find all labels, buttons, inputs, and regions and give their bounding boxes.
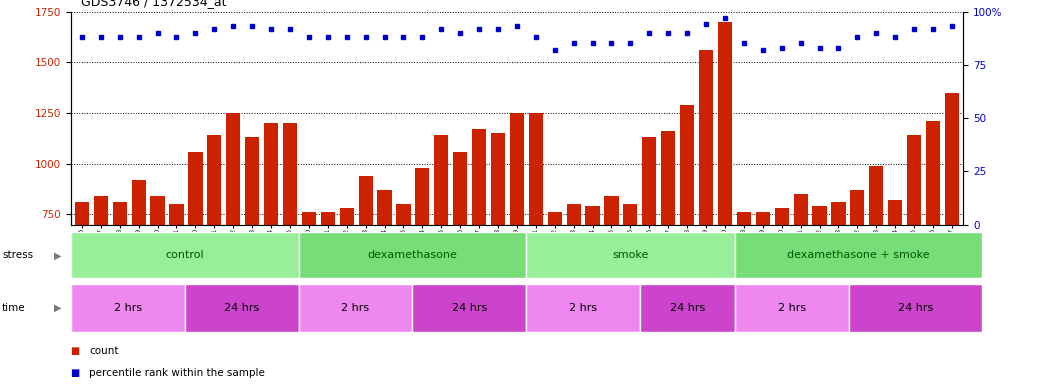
Bar — [208, 135, 221, 367]
Text: ▶: ▶ — [54, 303, 61, 313]
Bar — [71, 232, 299, 278]
Bar — [661, 131, 676, 367]
Text: time: time — [2, 303, 26, 313]
Bar — [491, 133, 506, 367]
Bar — [93, 196, 108, 367]
Text: 2 hrs: 2 hrs — [778, 303, 807, 313]
Bar — [699, 50, 713, 367]
Text: 24 hrs: 24 hrs — [671, 303, 706, 313]
Bar — [831, 202, 846, 367]
Bar — [151, 196, 165, 367]
Bar — [528, 113, 543, 367]
Bar — [226, 113, 241, 367]
Bar — [718, 22, 732, 367]
Bar — [735, 284, 849, 332]
Bar — [339, 209, 354, 367]
Bar — [283, 123, 297, 367]
Bar — [526, 232, 735, 278]
Bar — [415, 168, 430, 367]
Text: 2 hrs: 2 hrs — [569, 303, 598, 313]
Bar — [71, 284, 185, 332]
Text: control: control — [165, 250, 203, 260]
Bar — [945, 93, 959, 367]
Bar — [358, 176, 373, 367]
Bar — [185, 284, 299, 332]
Bar — [926, 121, 940, 367]
Bar — [132, 180, 145, 367]
Bar — [113, 202, 127, 367]
Text: dexamethasone: dexamethasone — [367, 250, 458, 260]
Bar — [299, 232, 526, 278]
Bar — [643, 137, 656, 367]
Text: 2 hrs: 2 hrs — [113, 303, 141, 313]
Bar — [397, 204, 411, 367]
Bar — [737, 212, 750, 367]
Bar — [454, 152, 467, 367]
Bar — [735, 232, 982, 278]
Bar — [188, 152, 202, 367]
Text: stress: stress — [2, 250, 33, 260]
Bar — [585, 206, 600, 367]
Text: percentile rank within the sample: percentile rank within the sample — [89, 368, 265, 378]
Bar — [472, 129, 486, 367]
Bar — [264, 123, 278, 367]
Bar — [793, 194, 808, 367]
Bar — [434, 135, 448, 367]
Bar — [75, 202, 89, 367]
Text: count: count — [89, 346, 118, 356]
Text: smoke: smoke — [612, 250, 649, 260]
Text: ▶: ▶ — [54, 250, 61, 260]
Bar — [604, 196, 619, 367]
Text: ■: ■ — [71, 368, 80, 378]
Text: 24 hrs: 24 hrs — [452, 303, 487, 313]
Text: 24 hrs: 24 hrs — [224, 303, 260, 313]
Bar — [321, 212, 335, 367]
Bar — [302, 212, 316, 367]
Bar — [299, 284, 412, 332]
Bar — [680, 105, 694, 367]
Bar — [756, 212, 770, 367]
Bar — [245, 137, 260, 367]
Bar — [526, 284, 640, 332]
Text: 24 hrs: 24 hrs — [898, 303, 933, 313]
Text: dexamethasone + smoke: dexamethasone + smoke — [788, 250, 930, 260]
Bar — [510, 113, 524, 367]
Text: ■: ■ — [71, 346, 80, 356]
Bar — [169, 204, 184, 367]
Bar — [548, 212, 562, 367]
Bar — [849, 284, 982, 332]
Bar — [889, 200, 902, 367]
Text: GDS3746 / 1372534_at: GDS3746 / 1372534_at — [81, 0, 226, 8]
Bar — [623, 204, 637, 367]
Bar — [907, 135, 921, 367]
Bar — [567, 204, 580, 367]
Bar — [813, 206, 826, 367]
Bar — [640, 284, 735, 332]
Bar — [774, 209, 789, 367]
Bar — [378, 190, 391, 367]
Text: 2 hrs: 2 hrs — [342, 303, 370, 313]
Bar — [412, 284, 526, 332]
Bar — [850, 190, 865, 367]
Bar — [869, 166, 883, 367]
